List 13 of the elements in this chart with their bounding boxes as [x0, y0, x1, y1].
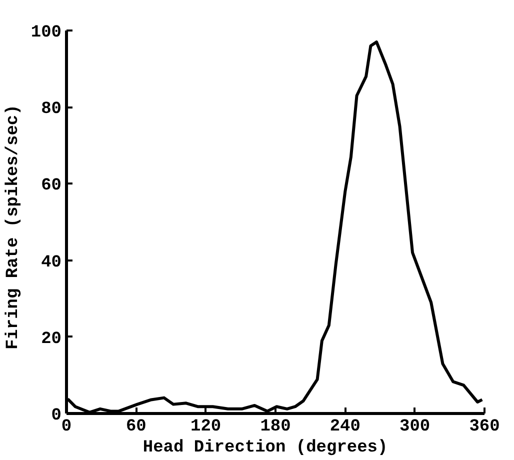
x-axis-title: Head Direction (degrees): [142, 438, 388, 458]
y-tick-label: 80: [41, 100, 62, 120]
x-tick-label: 60: [126, 418, 146, 436]
y-tick-label: 40: [41, 253, 62, 272]
x-tick-label: 240: [330, 418, 360, 436]
x-tick-label: 180: [260, 418, 291, 436]
x-tick-label: 360: [469, 418, 500, 436]
y-tick-label: 100: [30, 24, 62, 42]
y-tick-label: 20: [41, 330, 62, 349]
y-axis-title: Firing Rate (spikes/sec): [4, 104, 23, 350]
y-tick-label: 60: [41, 176, 62, 196]
x-tick-label: 300: [400, 418, 430, 436]
x-tick-label: 120: [190, 418, 222, 436]
